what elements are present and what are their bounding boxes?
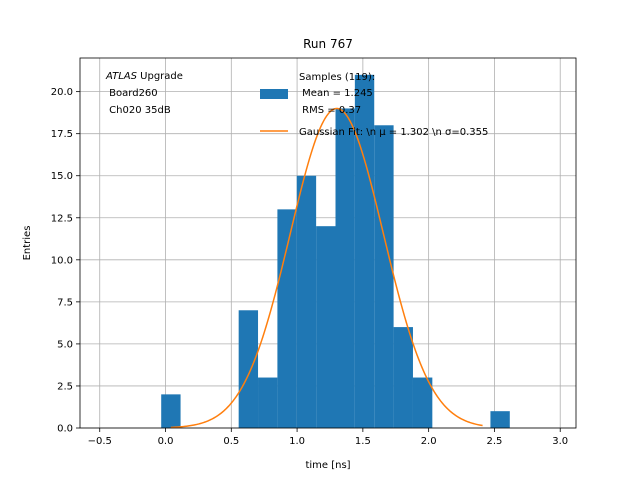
annotation-line-3: Ch020 35dB: [106, 105, 171, 116]
gaussian-fit-curve: [170, 107, 483, 429]
histogram-bar: [490, 411, 510, 428]
histogram-bar: [296, 175, 317, 428]
y-tick-label: 5.0: [57, 339, 73, 350]
x-tick-label: 2.5: [486, 436, 502, 447]
x-tick-label: 1.0: [289, 436, 305, 447]
histogram-bars: [161, 74, 510, 429]
histogram-bar: [335, 108, 355, 429]
legend-samples-line-2: Mean = 1.245: [299, 88, 373, 99]
histogram-bar: [277, 209, 297, 428]
x-axis-label: time [ns]: [305, 460, 350, 471]
y-tick-label: 10.0: [51, 255, 73, 266]
y-tick-label: 2.5: [57, 381, 73, 392]
legend-samples-line-1: Samples (119):: [299, 72, 375, 83]
y-axis-label: Entries: [22, 226, 33, 261]
y-tick-label: 7.5: [57, 297, 73, 308]
histogram-bar: [374, 125, 394, 428]
x-tick-label: 0.0: [158, 436, 174, 447]
annotation-line-2: Board260: [106, 88, 158, 99]
histogram-bar: [258, 377, 278, 428]
x-tick-label: 1.5: [355, 436, 371, 447]
x-tick-label: 3.0: [552, 436, 568, 447]
histogram-bar: [238, 310, 259, 428]
y-tick-label: 0.0: [57, 424, 73, 435]
x-tick-label: 0.5: [223, 436, 239, 447]
annotation-line-1: ATLAS Upgrade: [105, 71, 183, 82]
y-tick-label: 15.0: [51, 171, 73, 182]
y-tick-label: 12.5: [51, 213, 73, 224]
legend-samples-swatch: [260, 89, 288, 99]
legend-fit-label: Gaussian Fit: \n μ = 1.302 \n σ=0.355: [299, 127, 488, 138]
x-axis-ticks: −0.5 0.0 0.5 1.0 1.5 2.0 2.5 3.0: [88, 428, 568, 447]
histogram-bar: [354, 74, 375, 429]
legend: Samples (119): Mean = 1.245 RMS = 0.37 G…: [260, 72, 488, 138]
axes-frame: [79, 57, 577, 429]
histogram-bar: [316, 226, 336, 428]
x-tick-label: −0.5: [88, 436, 112, 447]
annotation-atlas-word: ATLAS: [105, 71, 138, 82]
histogram-bar: [161, 394, 181, 428]
legend-samples-line-3: RMS = 0.37: [299, 105, 361, 116]
histogram-bar: [393, 327, 413, 428]
atlas-annotation: ATLAS Upgrade Board260 Ch020 35dB: [105, 71, 183, 116]
chart-title: Run 767: [303, 37, 353, 51]
y-axis-ticks: 0.0 2.5 5.0 7.5 10.0 12.5 15.0 17.5 20.0: [51, 87, 80, 435]
y-tick-label: 20.0: [51, 87, 73, 98]
y-tick-label: 17.5: [51, 129, 73, 140]
gaussian-fit-curve-group: [170, 107, 483, 429]
annotation-upgrade-word: Upgrade: [137, 71, 183, 82]
x-tick-label: 2.0: [421, 436, 437, 447]
histogram-bar: [412, 377, 433, 428]
